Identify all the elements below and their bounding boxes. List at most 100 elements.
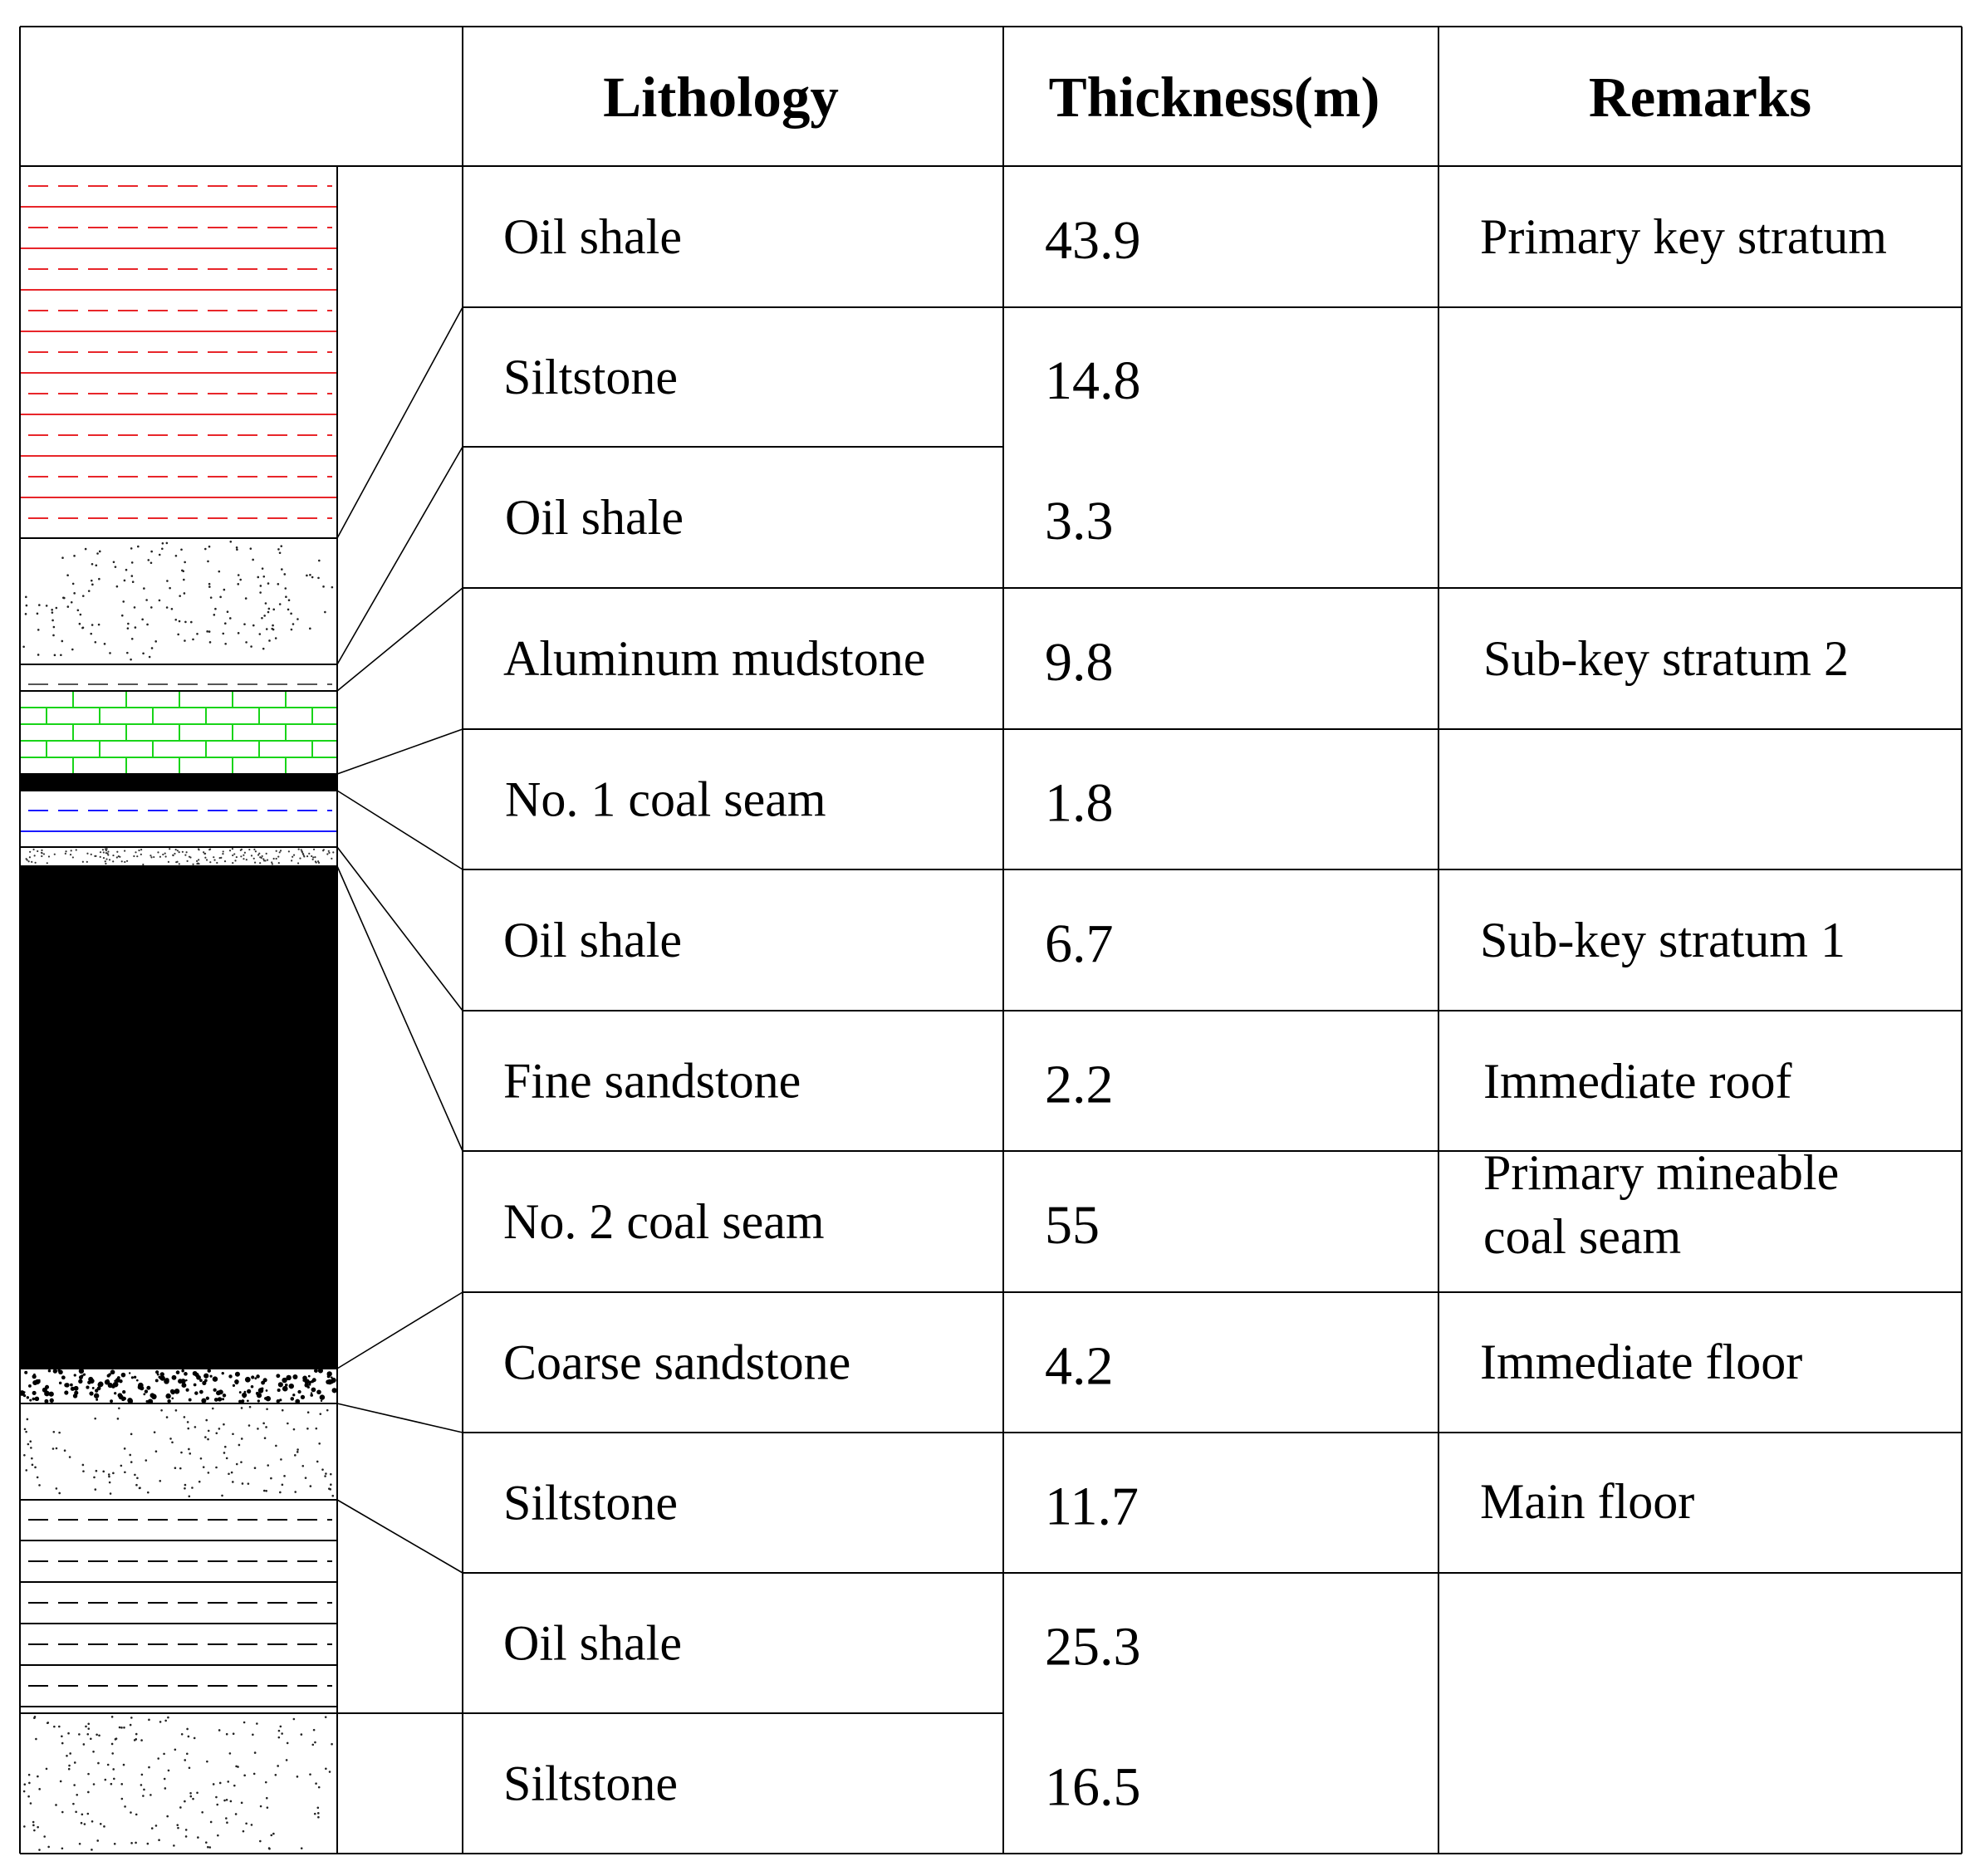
silt-dot xyxy=(265,1489,267,1492)
silt-dot xyxy=(120,1797,124,1800)
silt-dot xyxy=(62,596,65,600)
sand-grain xyxy=(69,854,72,856)
connector-line xyxy=(336,587,463,692)
silt-dot xyxy=(150,647,154,649)
silt-dot xyxy=(138,1487,141,1490)
silt-dot xyxy=(316,1806,320,1810)
silt-dot xyxy=(275,1444,277,1447)
sand-grain xyxy=(198,859,200,861)
silt-dot xyxy=(91,624,94,626)
silt-dot xyxy=(247,1482,250,1485)
column-layer xyxy=(20,1712,337,1851)
silt-dot xyxy=(304,1477,307,1479)
sand-grain xyxy=(107,850,110,853)
sand-grain xyxy=(46,862,48,865)
silt-dot xyxy=(157,1757,159,1760)
sand-grain xyxy=(96,1398,99,1401)
silt-dot xyxy=(55,606,58,610)
silt-dot xyxy=(23,1454,26,1457)
sand-grain xyxy=(133,855,135,858)
silt-dot xyxy=(319,1413,322,1415)
silt-dot xyxy=(239,578,242,581)
silt-dot xyxy=(130,1842,133,1844)
silt-dot xyxy=(193,1736,196,1740)
sand-grain xyxy=(316,860,320,863)
sand-grain xyxy=(107,854,110,856)
sand-grain xyxy=(222,1394,227,1398)
sand-grain xyxy=(265,852,267,855)
sand-grain xyxy=(97,1382,103,1388)
silt-dot xyxy=(111,1752,114,1755)
sand-grain xyxy=(155,1370,159,1374)
sand-grain xyxy=(136,855,139,858)
silt-dot xyxy=(29,1802,32,1805)
silt-dot xyxy=(281,1408,284,1412)
sand-grain xyxy=(110,1369,115,1375)
sand-grain xyxy=(276,1399,281,1403)
silt-dot xyxy=(165,541,169,545)
silt-dot xyxy=(205,1841,208,1844)
sand-grain xyxy=(162,853,164,856)
silt-dot xyxy=(245,1822,248,1825)
silt-dot xyxy=(225,1732,228,1736)
sand-grain xyxy=(292,854,296,856)
sand-grain xyxy=(120,860,123,863)
silt-dot xyxy=(213,614,216,616)
thickness-cell: 14.8 xyxy=(1045,350,1141,411)
silt-dot xyxy=(120,1464,123,1467)
silt-dot xyxy=(214,607,217,610)
silt-dot xyxy=(229,540,233,543)
sand-grain xyxy=(264,1397,267,1400)
sand-grain xyxy=(184,854,187,856)
sand-grain xyxy=(26,859,28,861)
silt-dot xyxy=(227,1780,230,1783)
silt-dot xyxy=(287,1422,289,1425)
silt-dot xyxy=(158,599,161,602)
silt-dot xyxy=(73,592,76,595)
silt-dot xyxy=(78,1842,81,1845)
silt-dot xyxy=(235,1462,238,1466)
silt-dot xyxy=(38,1788,41,1790)
sand-grain xyxy=(122,1390,126,1394)
silt-dot xyxy=(218,570,221,573)
silt-dot xyxy=(103,643,106,645)
silt-dot xyxy=(159,1721,162,1723)
sand-grain xyxy=(306,855,309,858)
silt-dot xyxy=(194,1426,197,1428)
thickness-cell: 6.7 xyxy=(1045,914,1114,974)
sand-grain xyxy=(47,855,51,858)
silt-dot xyxy=(283,573,287,576)
silt-dot xyxy=(130,658,132,661)
silt-dot xyxy=(198,1480,201,1483)
sand-grain xyxy=(142,863,145,866)
silt-dot xyxy=(184,1759,187,1761)
silt-dot xyxy=(25,595,27,599)
sand-grain xyxy=(300,1394,306,1399)
silt-dot xyxy=(51,608,53,611)
silt-dot xyxy=(112,1768,115,1771)
sand-grain xyxy=(317,861,321,865)
sand-grain xyxy=(277,1388,281,1393)
silt-dot xyxy=(321,1468,324,1471)
silt-dot xyxy=(313,1812,316,1815)
silt-dot xyxy=(34,1466,37,1469)
silt-dot xyxy=(143,587,145,590)
sand-grain xyxy=(326,1374,331,1379)
sand-grain xyxy=(149,1393,155,1398)
sand-grain xyxy=(96,1386,101,1391)
sand-grain xyxy=(72,1394,78,1398)
silt-dot xyxy=(212,1783,215,1785)
silt-dot xyxy=(208,585,211,588)
silt-dot xyxy=(265,1796,268,1800)
silt-dot xyxy=(99,1822,102,1825)
silt-dot xyxy=(316,1460,319,1463)
silt-dot xyxy=(264,1780,267,1784)
sand-grain xyxy=(105,850,107,852)
silt-dot xyxy=(66,605,70,608)
silt-dot xyxy=(51,611,54,614)
sand-grain xyxy=(175,861,178,864)
sand-grain xyxy=(102,851,105,854)
silt-dot xyxy=(267,610,270,614)
silt-dot xyxy=(140,1739,143,1741)
sand-grain xyxy=(159,1376,163,1380)
